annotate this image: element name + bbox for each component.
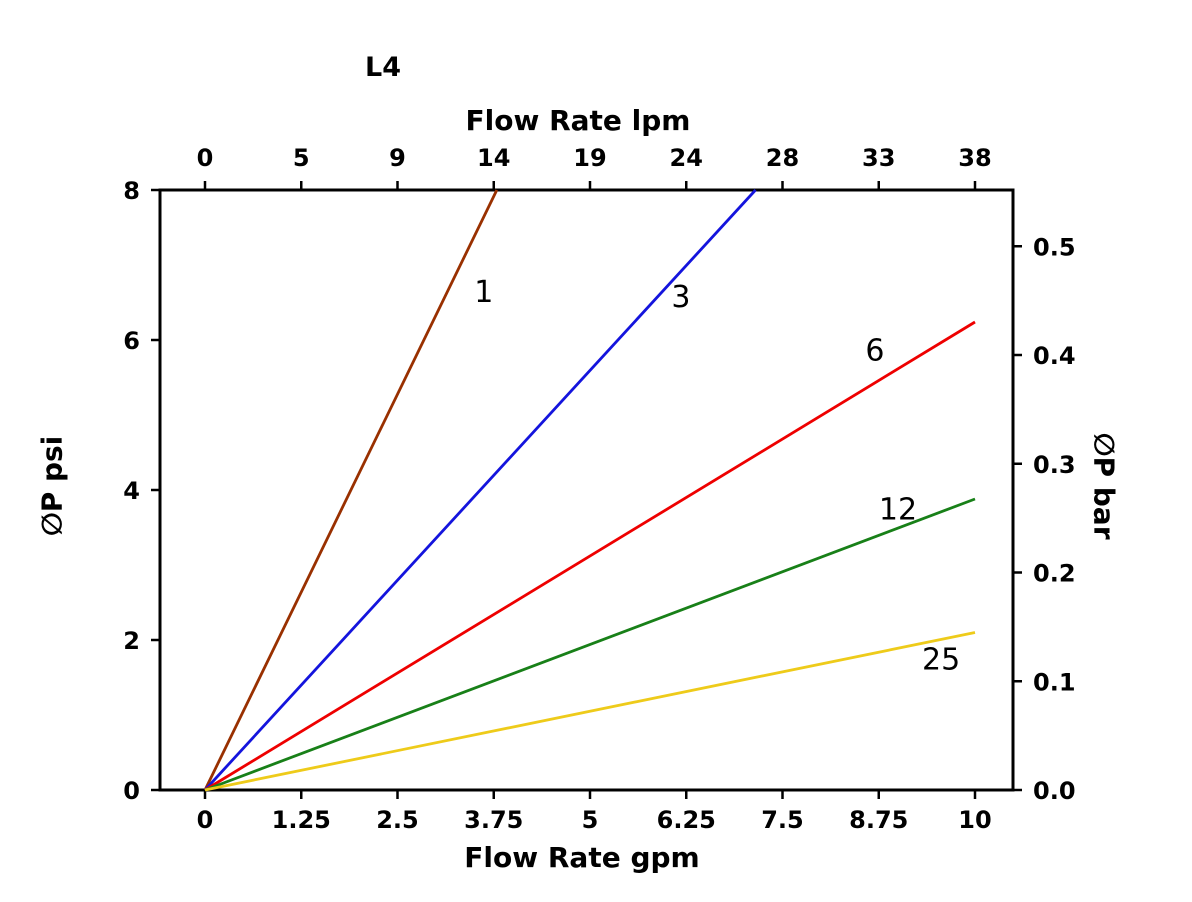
- series-line-6: [204, 320, 976, 792]
- series-line-25: [204, 631, 976, 792]
- bottom-tick-label: 7.5: [761, 806, 804, 834]
- top-tick-label: 38: [958, 144, 991, 172]
- top-tick-label: 28: [766, 144, 799, 172]
- top-tick-label: 24: [670, 144, 703, 172]
- series-line-1: [203, 189, 499, 791]
- bottom-tick-label: 3.75: [464, 806, 523, 834]
- left-tick-label: 0: [123, 777, 140, 805]
- top-tick-label: 9: [389, 144, 406, 172]
- bottom-axis-title: Flow Rate gpm: [464, 841, 700, 874]
- series-label-1: 1: [474, 275, 493, 310]
- series-line-12: [204, 497, 976, 792]
- chart-title: L4: [365, 52, 401, 83]
- bottom-tick-label: 6.25: [657, 806, 716, 834]
- top-tick-label: 5: [293, 144, 310, 172]
- series-label-12: 12: [879, 492, 917, 527]
- bottom-tick-label: 0: [197, 806, 214, 834]
- right-tick-label: 0.2: [1033, 560, 1076, 588]
- series-label-6: 6: [865, 333, 884, 368]
- left-tick-label: 8: [123, 177, 140, 205]
- bottom-tick-label: 10: [958, 806, 991, 834]
- left-tick-label: 4: [123, 477, 140, 505]
- bottom-tick-label: 2.5: [376, 806, 419, 834]
- right-tick-label: 0.3: [1033, 451, 1076, 479]
- right-tick-label: 0.1: [1033, 668, 1076, 696]
- bottom-tick-label: 8.75: [849, 806, 908, 834]
- series-line-3: [203, 189, 757, 791]
- series-label-25: 25: [922, 642, 960, 677]
- right-tick-label: 0.5: [1033, 233, 1076, 261]
- top-axis-title: Flow Rate lpm: [465, 104, 691, 137]
- top-tick-label: 33: [862, 144, 895, 172]
- bottom-tick-label: 5: [582, 806, 599, 834]
- series-label-3: 3: [671, 280, 690, 315]
- right-tick-label: 0.4: [1033, 342, 1076, 370]
- top-tick-label: 0: [197, 144, 214, 172]
- top-tick-label: 14: [477, 144, 510, 172]
- left-tick-label: 2: [123, 627, 140, 655]
- bottom-tick-label: 1.25: [272, 806, 331, 834]
- left-tick-label: 6: [123, 327, 140, 355]
- right-tick-label: 0.0: [1033, 777, 1076, 805]
- top-tick-label: 19: [573, 144, 606, 172]
